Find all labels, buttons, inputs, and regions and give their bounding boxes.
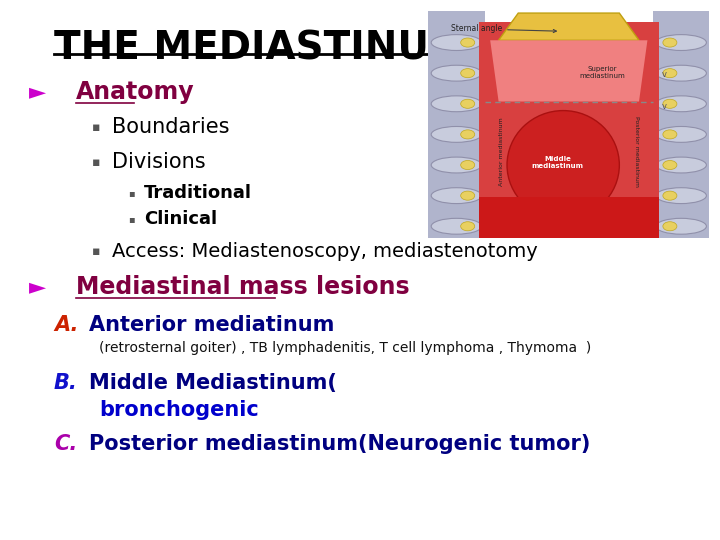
Text: ▪: ▪ <box>128 214 135 224</box>
Polygon shape <box>490 40 647 102</box>
Ellipse shape <box>431 65 482 81</box>
Polygon shape <box>498 13 639 40</box>
Ellipse shape <box>656 126 706 143</box>
Text: Posterior mediastinum(Neurogenic tumor): Posterior mediastinum(Neurogenic tumor) <box>89 434 590 454</box>
Ellipse shape <box>663 130 677 139</box>
Text: ►: ► <box>29 82 46 102</box>
Text: v: v <box>662 70 667 79</box>
Ellipse shape <box>461 191 474 200</box>
Polygon shape <box>428 11 485 238</box>
Ellipse shape <box>431 157 482 173</box>
Text: Middle
mediastinum: Middle mediastinum <box>531 156 584 169</box>
Ellipse shape <box>663 160 677 170</box>
Ellipse shape <box>663 69 677 78</box>
Ellipse shape <box>507 111 619 219</box>
Ellipse shape <box>461 99 474 109</box>
Polygon shape <box>479 22 659 238</box>
Ellipse shape <box>461 222 474 231</box>
Ellipse shape <box>656 96 706 112</box>
Text: B.: B. <box>54 373 78 394</box>
Ellipse shape <box>656 65 706 81</box>
Text: Mediastinal mass lesions: Mediastinal mass lesions <box>76 275 409 299</box>
Polygon shape <box>479 197 659 238</box>
Ellipse shape <box>663 222 677 231</box>
Ellipse shape <box>663 191 677 200</box>
Text: Traditional: Traditional <box>144 184 252 202</box>
Ellipse shape <box>461 160 474 170</box>
Text: ▪: ▪ <box>91 121 100 134</box>
Text: v: v <box>662 102 667 111</box>
Text: Posterior mediastinum: Posterior mediastinum <box>634 116 639 187</box>
Ellipse shape <box>663 38 677 47</box>
Ellipse shape <box>461 69 474 78</box>
Text: ▪: ▪ <box>91 245 100 258</box>
Text: Access: Mediastenoscopy, mediastenotomy: Access: Mediastenoscopy, mediastenotomy <box>112 241 537 261</box>
Ellipse shape <box>656 35 706 50</box>
Ellipse shape <box>431 188 482 204</box>
Polygon shape <box>653 11 709 238</box>
Text: Sternal angle: Sternal angle <box>451 24 557 33</box>
Text: Anterior mediastinum: Anterior mediastinum <box>499 117 504 186</box>
Text: Anatomy: Anatomy <box>76 80 194 104</box>
Text: Middle Mediastinum(: Middle Mediastinum( <box>89 373 343 394</box>
Text: THE MEDIASTINUM: THE MEDIASTINUM <box>54 30 468 68</box>
Text: A.: A. <box>54 315 78 335</box>
Text: Clinical: Clinical <box>144 210 217 228</box>
Ellipse shape <box>461 130 474 139</box>
Text: ▪: ▪ <box>128 188 135 198</box>
Ellipse shape <box>656 188 706 204</box>
Ellipse shape <box>656 157 706 173</box>
Text: Anterior mediatinum: Anterior mediatinum <box>89 315 334 335</box>
Ellipse shape <box>431 35 482 50</box>
Text: Divisions: Divisions <box>112 152 205 172</box>
Text: C.: C. <box>54 434 77 454</box>
Text: Boundaries: Boundaries <box>112 117 229 138</box>
Ellipse shape <box>431 126 482 143</box>
Ellipse shape <box>663 99 677 109</box>
Text: Superior
mediastinum: Superior mediastinum <box>580 65 626 78</box>
Text: (retrosternal goiter) , TB lymphadenitis, T cell lymphoma , Thymoma  ): (retrosternal goiter) , TB lymphadenitis… <box>99 341 592 355</box>
Ellipse shape <box>461 38 474 47</box>
Ellipse shape <box>431 218 482 234</box>
Ellipse shape <box>656 218 706 234</box>
Text: bronchogenic: bronchogenic <box>99 400 259 421</box>
Text: ▪: ▪ <box>91 156 100 168</box>
Text: ►: ► <box>29 277 46 298</box>
Ellipse shape <box>431 96 482 112</box>
